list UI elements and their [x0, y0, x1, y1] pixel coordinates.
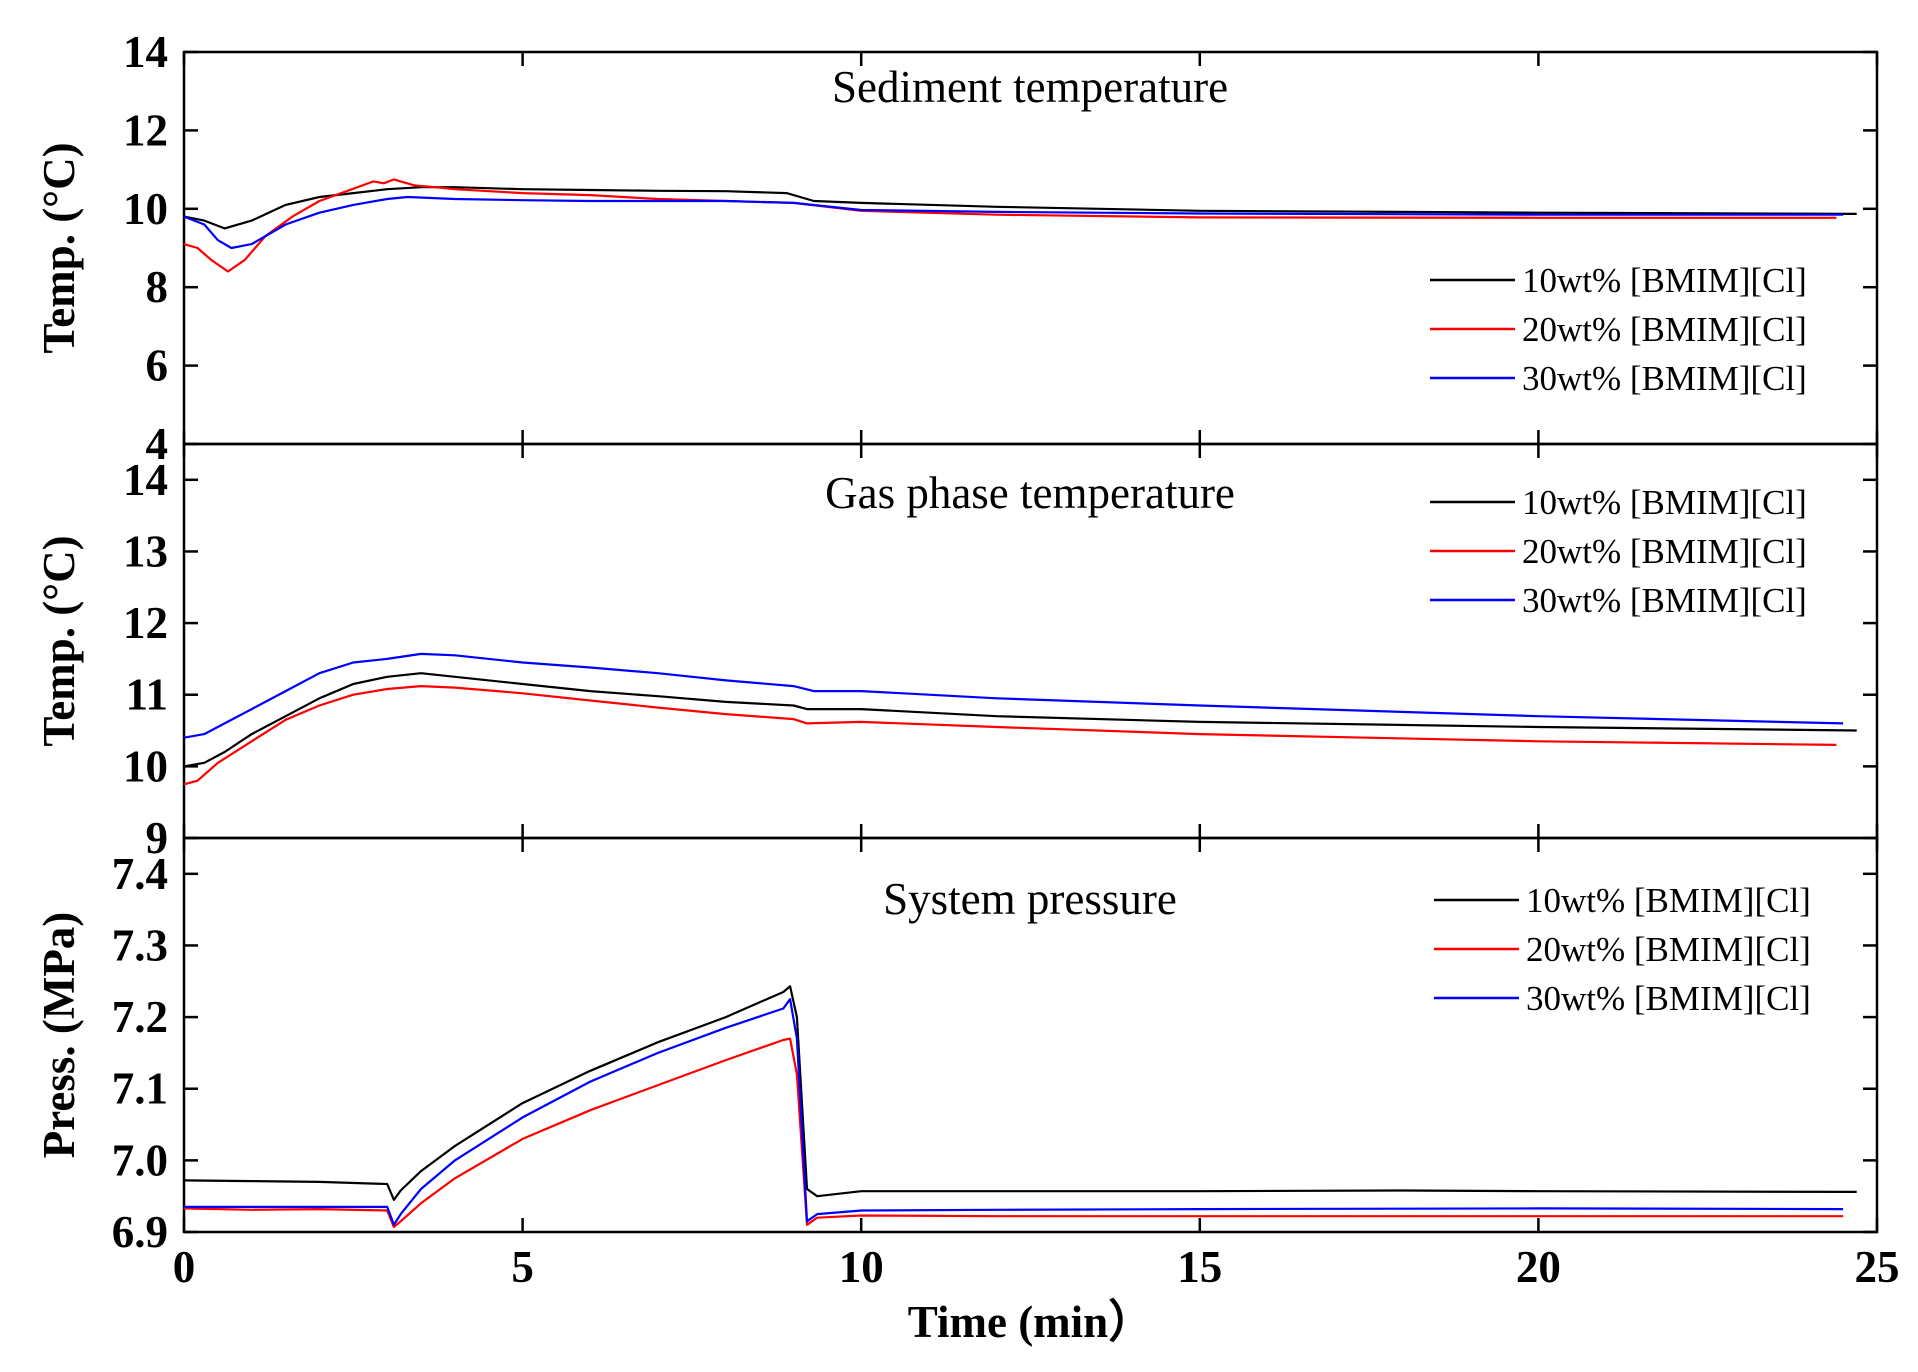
panel-title: System pressure	[883, 874, 1177, 924]
y-tick-label: 7.1	[112, 1064, 168, 1114]
legend-label: 10wt% [BMIM][Cl]	[1526, 881, 1811, 920]
series-line-10wt-bmim-cl	[183, 985, 1857, 1201]
x-tick-label: 25	[1855, 1242, 1900, 1292]
y-tick-label: 9	[146, 813, 169, 863]
y-tick-label: 11	[125, 670, 168, 720]
series-line-20wt-bmim-cl	[183, 1037, 1844, 1229]
y-tick-label: 14	[123, 27, 168, 77]
y-tick-label: 12	[123, 598, 168, 648]
x-tick-label: 10	[839, 1242, 884, 1292]
x-tick-label: 15	[1177, 1242, 1222, 1292]
panel-system-pressure: 0 5 10 15 20 25 6.9 7.0 7.1 7.2 7.3 7.4 Press. (MPa)…	[34, 836, 1900, 1347]
y-axis-title: Press. (MPa)	[34, 912, 84, 1159]
y-tick-label: 10	[123, 184, 168, 234]
y-tick-label: 12	[123, 105, 168, 155]
y-tick-label: 13	[123, 526, 168, 576]
legend-label: 30wt% [BMIM][Cl]	[1522, 359, 1807, 398]
series-line-20wt-bmim-cl	[183, 685, 1837, 786]
x-tick-label: 0	[173, 1242, 196, 1292]
series-line-30wt-bmim-cl	[183, 195, 1844, 250]
legend-label: 30wt% [BMIM][Cl]	[1522, 581, 1807, 620]
panel-title: Sediment temperature	[832, 62, 1228, 112]
legend-label: 20wt% [BMIM][Cl]	[1526, 930, 1811, 969]
y-tick-label: 7.3	[112, 920, 168, 970]
y-tick-label: 6.9	[112, 1207, 168, 1257]
y-tick-label: 7.2	[112, 992, 168, 1042]
y-tick-label: 4	[146, 419, 169, 469]
series-line-20wt-bmim-cl	[183, 178, 1837, 273]
legend-label: 30wt% [BMIM][Cl]	[1526, 979, 1811, 1018]
legend-label: 20wt% [BMIM][Cl]	[1522, 532, 1807, 571]
series-line-30wt-bmim-cl	[183, 652, 1844, 739]
y-tick-label: 10	[123, 741, 168, 791]
x-axis-title: Time (min）	[908, 1297, 1153, 1347]
panel-sediment-temperature: 4 6 8 10 12 14 Temp. (°C) Sediment temperature 1…	[34, 27, 1879, 469]
legend-label: 10wt% [BMIM][Cl]	[1522, 483, 1807, 522]
series-line-10wt-bmim-cl	[183, 186, 1857, 230]
panel-gas-phase-temperature: 9 10 11 12 13 14 Temp. (°C) Gas phase temperatu…	[34, 442, 1879, 863]
y-axis-title: Temp. (°C)	[34, 535, 84, 746]
legend-label: 10wt% [BMIM][Cl]	[1522, 261, 1807, 300]
x-tick-label: 5	[511, 1242, 534, 1292]
y-tick-label: 7.0	[112, 1135, 168, 1185]
y-tick-label: 7.4	[112, 849, 168, 899]
panel-title: Gas phase temperature	[825, 468, 1235, 518]
y-axis-title: Temp. (°C)	[34, 142, 84, 353]
y-tick-label: 8	[146, 262, 169, 312]
y-tick-label: 6	[146, 341, 169, 391]
y-tick-label: 14	[123, 455, 168, 505]
legend-label: 20wt% [BMIM][Cl]	[1522, 310, 1807, 349]
x-tick-label: 20	[1516, 1242, 1561, 1292]
series-line-10wt-bmim-cl	[183, 672, 1857, 768]
series-line-30wt-bmim-cl	[184, 998, 1844, 1226]
plot-frame	[182, 836, 1879, 1234]
